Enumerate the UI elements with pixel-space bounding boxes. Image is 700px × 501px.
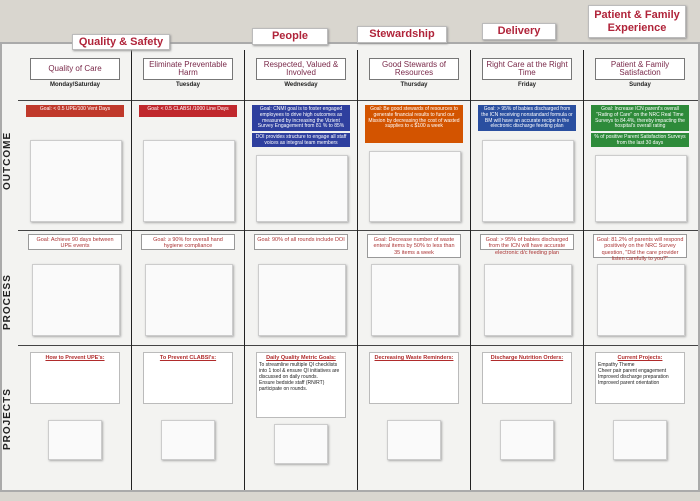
project-title: Decreasing Waste Reminders:	[374, 355, 454, 361]
project-sheet: How to Prevent UPE's:	[30, 352, 120, 404]
project-sheet: To Prevent CLABSI's:	[143, 352, 233, 404]
row-label: OUTCOME	[2, 131, 13, 190]
process-goal: Goal: 81.2% of parents will respond posi…	[593, 234, 687, 262]
row-label: PROCESS	[2, 274, 13, 330]
column-divider	[470, 50, 471, 490]
outcome-goal: Goal: > 95% of babies discharged from th…	[478, 105, 576, 131]
project-item: Improved parent orientation	[598, 379, 660, 386]
header-tag: Patient & Family Experience	[588, 5, 686, 38]
project-title: To Prevent CLABSI's:	[159, 355, 217, 361]
outcome-goal: % of positive Parent Satisfaction Survey…	[591, 133, 689, 147]
column-day: Sunday	[629, 82, 651, 88]
process-printout	[145, 264, 233, 336]
process-printout	[484, 264, 572, 336]
project-title: How to Prevent UPE's:	[45, 355, 105, 361]
column-day: Thursday	[400, 82, 428, 88]
process-goal: Goal: Achieve 90 days between UPE events	[28, 234, 122, 250]
column-divider	[131, 50, 132, 490]
process-printout	[597, 264, 685, 336]
process-goal: Goal: ≥ 90% for overall hand hygiene com…	[141, 234, 235, 250]
outcome-goal: Goal: Increase ICN parent's overall "Rat…	[591, 105, 689, 131]
chart-printout	[482, 140, 574, 222]
project-item: Improved discharge preparation	[598, 373, 669, 380]
chart-printout	[30, 140, 122, 222]
project-sheet: Current Projects: Empathy Theme Cheer pair…	[595, 352, 685, 404]
project-item: Cheer pair parent engagement	[598, 367, 667, 374]
column-title: Right Care at the Right Time	[482, 58, 572, 80]
column-title: Patient & Family Satisfaction	[595, 58, 685, 80]
project-picture	[48, 420, 102, 460]
column-divider	[583, 50, 584, 490]
project-picture	[161, 420, 215, 460]
process-goal: Goal: > 95% of babies discharged from th…	[480, 234, 574, 256]
project-item: Ensure bedside staff (RN/RT) participate…	[259, 379, 325, 392]
column-divider	[357, 50, 358, 490]
row-divider	[18, 100, 698, 101]
project-title: Current Projects:	[617, 355, 663, 361]
column-day: Wednesday	[284, 82, 318, 88]
chart-printout	[595, 155, 687, 222]
project-picture	[500, 420, 554, 460]
column-title: Respected, Valued & Involved	[256, 58, 346, 80]
project-sheet: Daily Quality Metric Goals: To streamline…	[256, 352, 346, 418]
process-printout	[258, 264, 346, 336]
chart-printout	[143, 140, 235, 222]
process-goal: Goal: 90% of all rounds include DOI	[254, 234, 348, 250]
column-title: Quality of Care	[30, 58, 120, 80]
row-label: PROJECTS	[2, 388, 13, 450]
project-title: Discharge Nutrition Orders:	[490, 355, 564, 361]
header-tag: Stewardship	[357, 26, 447, 43]
column-day: Monday/Saturday	[49, 82, 100, 88]
project-sheet: Discharge Nutrition Orders:	[482, 352, 572, 404]
process-printout	[371, 264, 459, 336]
project-item: Empathy Theme	[598, 361, 635, 368]
outcome-goal: Goal: CNMI goal is to foster engaged emp…	[252, 105, 350, 131]
chart-printout	[256, 155, 348, 222]
outcome-goal: Goal: Be good stewards of resources to g…	[365, 105, 463, 143]
project-picture	[274, 424, 328, 464]
column-day: Tuesday	[176, 82, 200, 88]
outcome-goal: DOI provides structure to engage all sta…	[252, 133, 350, 147]
outcome-goal: Goal: < 0.5 CLABSI /1000 Line Days	[139, 105, 237, 117]
process-goal: Goal: Decrease number of waste enteral i…	[367, 234, 461, 258]
outcome-goal: Goal: < 0.5 UPE/100 Vent Days	[26, 105, 124, 117]
row-divider	[18, 345, 698, 346]
header-tag: People	[252, 28, 328, 45]
header-tag: Delivery	[482, 23, 556, 40]
project-sheet: Decreasing Waste Reminders:	[369, 352, 459, 404]
chart-printout	[369, 151, 461, 222]
process-printout	[32, 264, 120, 336]
project-picture	[387, 420, 441, 460]
column-day: Friday	[517, 82, 536, 88]
project-picture	[613, 420, 667, 460]
column-title: Eliminate Preventable Harm	[143, 58, 233, 80]
header-tag: Quality & Safety	[72, 34, 170, 50]
row-divider	[18, 230, 698, 231]
column-title: Good Stewards of Resources	[369, 58, 459, 80]
project-item: To streamline multiple QI checklists int…	[259, 361, 340, 380]
column-divider	[244, 50, 245, 490]
project-title: Daily Quality Metric Goals:	[266, 355, 336, 361]
